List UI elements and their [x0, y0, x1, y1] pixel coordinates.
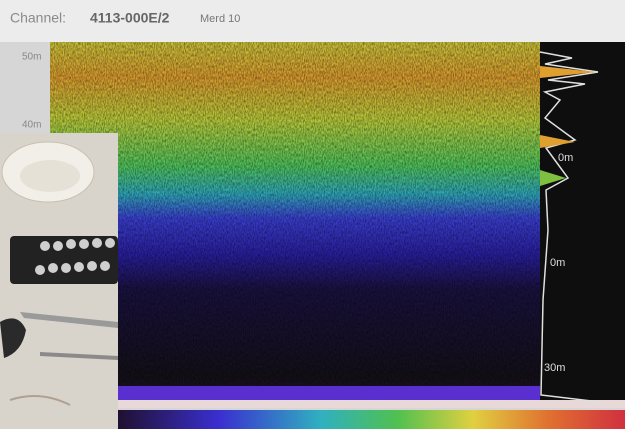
header-bar: [0, 0, 625, 42]
specimen: [0, 318, 26, 358]
tweezers: [20, 312, 118, 328]
profile-line: [539, 51, 601, 403]
color-scale: [118, 410, 625, 429]
depth-label: 50m: [22, 52, 41, 63]
profile-peaks: [540, 66, 596, 148]
profile-panel: [540, 42, 625, 400]
bottom-echo: [50, 386, 540, 400]
depth-label: 0m: [558, 152, 573, 164]
inset-photo: [0, 133, 118, 429]
dish-inner: [20, 160, 80, 192]
profile-peak: [540, 170, 566, 186]
depth-label: 30m: [544, 362, 565, 374]
depth-label: 40m: [22, 120, 41, 131]
depth-label: 0m: [550, 257, 565, 269]
echogram-noise: [50, 42, 540, 395]
pen-name: Merd 10: [200, 13, 240, 25]
tubes: [35, 238, 115, 275]
channel-id: 4113-000E/2: [90, 10, 170, 26]
tweezers: [40, 352, 118, 360]
bottom-line: [50, 400, 625, 408]
channel-label: Channel:: [10, 10, 66, 26]
cloth-fold: [9, 395, 71, 406]
